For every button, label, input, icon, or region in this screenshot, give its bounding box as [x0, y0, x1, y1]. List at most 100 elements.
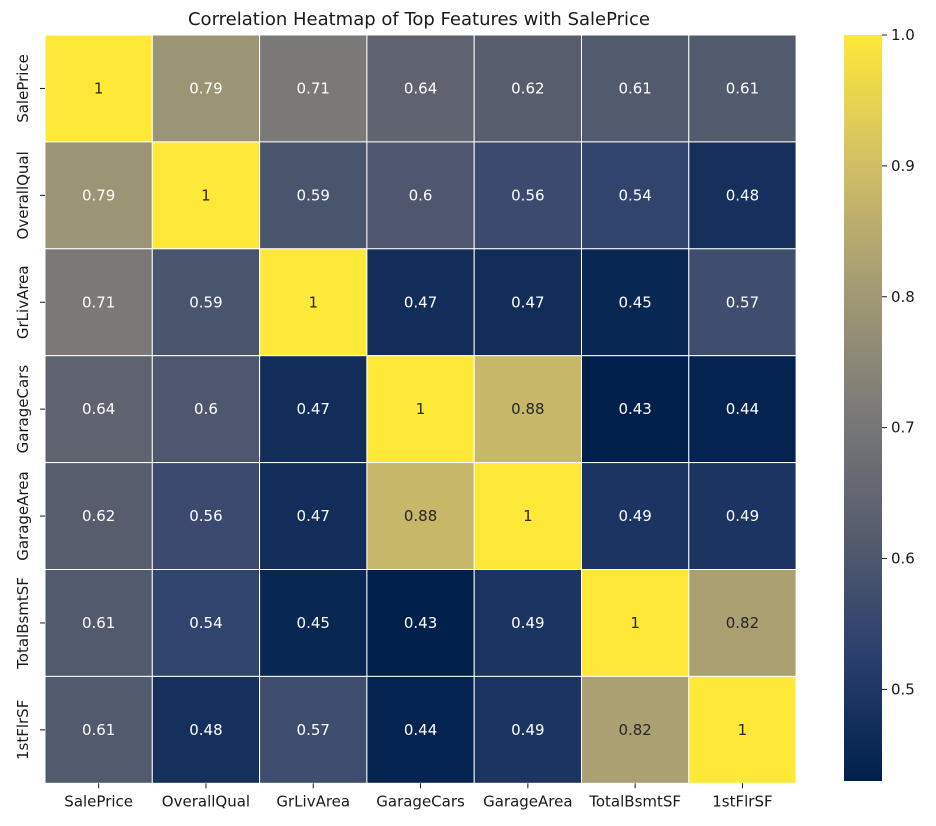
cell-garagearea-garagecars-label: 0.88	[404, 507, 437, 525]
cell-overallqual-saleprice-label: 0.79	[82, 186, 115, 204]
x-tick-label-grlivarea: GrLivArea	[276, 792, 350, 810]
cell-garagearea-overallqual-label: 0.56	[189, 507, 222, 525]
colorbar-tick-label-1: 0.6	[891, 550, 915, 568]
cell-totalbsmtsf-1stflrsf-label: 0.82	[726, 614, 759, 632]
cell-totalbsmtsf-garagearea	[473, 569, 583, 677]
cell-1stflrsf-1stflrsf-label: 1	[738, 721, 748, 739]
cell-saleprice-saleprice	[44, 34, 153, 143]
x-tick-label-garagearea: GarageArea	[483, 792, 572, 810]
cell-grlivarea-1stflrsf	[688, 248, 797, 357]
cell-grlivarea-totalbsmtsf-label: 0.45	[618, 293, 651, 311]
cell-saleprice-garagecars	[366, 34, 475, 143]
cell-garagecars-totalbsmtsf	[581, 355, 690, 464]
cell-1stflrsf-saleprice-label: 0.61	[82, 721, 115, 739]
y-tick-label-overallqual: OverallQual	[14, 151, 32, 239]
cell-1stflrsf-1stflrsf	[688, 675, 797, 784]
cell-garagecars-garagearea-label: 0.88	[511, 400, 544, 418]
cell-garagearea-1stflrsf	[688, 462, 797, 571]
cell-overallqual-1stflrsf	[688, 141, 797, 250]
cell-totalbsmtsf-1stflrsf	[688, 569, 797, 677]
cell-garagecars-saleprice-label: 0.64	[82, 400, 115, 418]
cell-garagearea-saleprice-label: 0.62	[82, 507, 115, 525]
cell-garagecars-garagecars-label: 1	[416, 400, 426, 418]
cell-saleprice-totalbsmtsf-label: 0.61	[618, 79, 651, 97]
cell-totalbsmtsf-garagearea-label: 0.49	[511, 614, 544, 632]
colorbar-tick-label-2: 0.7	[891, 419, 915, 437]
cell-overallqual-1stflrsf-label: 0.48	[726, 186, 759, 204]
cell-saleprice-grlivarea-label: 0.71	[297, 79, 330, 97]
cell-totalbsmtsf-garagecars	[366, 569, 475, 677]
cell-grlivarea-overallqual-label: 0.59	[189, 293, 222, 311]
cell-1stflrsf-garagecars	[366, 675, 475, 784]
x-tick-label-saleprice: SalePrice	[64, 792, 133, 810]
cell-garagearea-1stflrsf-label: 0.49	[726, 507, 759, 525]
cell-totalbsmtsf-totalbsmtsf-label: 1	[630, 614, 640, 632]
cell-garagecars-overallqual	[151, 355, 261, 464]
cell-garagecars-totalbsmtsf-label: 0.43	[618, 400, 651, 418]
cell-saleprice-garagearea	[473, 34, 583, 143]
y-tick-label-garagecars: GarageCars	[14, 365, 32, 454]
colorbar-tick-label-3: 0.8	[891, 288, 915, 306]
cell-1stflrsf-garagearea	[473, 675, 583, 784]
cell-grlivarea-saleprice	[44, 248, 153, 357]
cell-grlivarea-grlivarea-label: 1	[308, 293, 318, 311]
cell-overallqual-garagearea	[473, 141, 583, 250]
cell-garagearea-saleprice	[44, 462, 153, 571]
cell-garagecars-garagecars	[366, 355, 475, 464]
cell-saleprice-overallqual	[151, 34, 261, 143]
cell-grlivarea-1stflrsf-label: 0.57	[726, 293, 759, 311]
cell-grlivarea-garagearea-label: 0.47	[511, 293, 544, 311]
cell-overallqual-overallqual-label: 1	[201, 186, 211, 204]
cell-grlivarea-garagearea	[473, 248, 583, 357]
y-tick-label-1stflrsf: 1stFlrSF	[14, 700, 32, 760]
cell-1stflrsf-grlivarea	[259, 675, 368, 784]
cell-garagearea-totalbsmtsf-label: 0.49	[618, 507, 651, 525]
cell-overallqual-totalbsmtsf-label: 0.54	[618, 186, 651, 204]
cell-grlivarea-saleprice-label: 0.71	[82, 293, 115, 311]
x-tick-label-garagecars: GarageCars	[376, 792, 465, 810]
cell-grlivarea-grlivarea	[259, 248, 368, 357]
y-tick-label-saleprice: SalePrice	[14, 54, 32, 123]
cell-1stflrsf-totalbsmtsf	[581, 675, 690, 784]
cell-totalbsmtsf-grlivarea	[259, 569, 368, 677]
cell-garagearea-grlivarea	[259, 462, 368, 571]
cell-saleprice-garagearea-label: 0.62	[511, 79, 544, 97]
cell-saleprice-overallqual-label: 0.79	[189, 79, 222, 97]
y-tick-label-garagearea: GarageArea	[14, 471, 32, 560]
cell-garagecars-1stflrsf-label: 0.44	[726, 400, 759, 418]
cell-garagearea-grlivarea-label: 0.47	[297, 507, 330, 525]
heatmap-cells: 1 0.79 0.71 0.64 0.62 0.61 0.61 0.79 1 0.59 0.6 0.5…	[44, 34, 797, 784]
cell-saleprice-saleprice-label: 1	[94, 79, 104, 97]
cell-saleprice-1stflrsf-label: 0.61	[726, 79, 759, 97]
x-tick-label-1stflrsf: 1stFlrSF	[712, 792, 772, 810]
cell-1stflrsf-garagecars-label: 0.44	[404, 721, 437, 739]
x-tick-labels: SalePrice OverallQual GrLivArea GarageCars G…	[64, 783, 773, 810]
cell-grlivarea-totalbsmtsf	[581, 248, 690, 357]
cell-overallqual-garagecars-label: 0.6	[409, 186, 433, 204]
cell-totalbsmtsf-overallqual	[151, 569, 261, 677]
colorbar-tick-label-5: 1.0	[891, 26, 915, 44]
cell-1stflrsf-totalbsmtsf-label: 0.82	[618, 721, 651, 739]
cell-garagecars-saleprice	[44, 355, 153, 464]
cell-garagecars-1stflrsf	[688, 355, 797, 464]
cell-totalbsmtsf-grlivarea-label: 0.45	[297, 614, 330, 632]
cell-saleprice-grlivarea	[259, 34, 368, 143]
y-tick-label-totalbsmtsf: TotalBsmtSF	[14, 577, 32, 670]
cell-totalbsmtsf-garagecars-label: 0.43	[404, 614, 437, 632]
cell-totalbsmtsf-saleprice-label: 0.61	[82, 614, 115, 632]
cell-overallqual-grlivarea	[259, 141, 368, 250]
cell-saleprice-totalbsmtsf	[581, 34, 690, 143]
colorbar-tick-label-0: 0.5	[891, 680, 915, 698]
colorbar-gradient	[844, 35, 882, 781]
cell-saleprice-garagecars-label: 0.64	[404, 79, 437, 97]
cell-overallqual-grlivarea-label: 0.59	[297, 186, 330, 204]
cell-1stflrsf-overallqual-label: 0.48	[189, 721, 222, 739]
cell-grlivarea-overallqual	[151, 248, 261, 357]
y-tick-labels: SalePrice OverallQual GrLivArea GarageCars G…	[14, 54, 45, 760]
cell-garagecars-grlivarea-label: 0.47	[297, 400, 330, 418]
cell-grlivarea-garagecars-label: 0.47	[404, 293, 437, 311]
colorbar: 0.5 0.6 0.7 0.8 0.9 1.0	[844, 26, 915, 781]
cell-totalbsmtsf-saleprice	[44, 569, 153, 677]
cell-1stflrsf-grlivarea-label: 0.57	[297, 721, 330, 739]
